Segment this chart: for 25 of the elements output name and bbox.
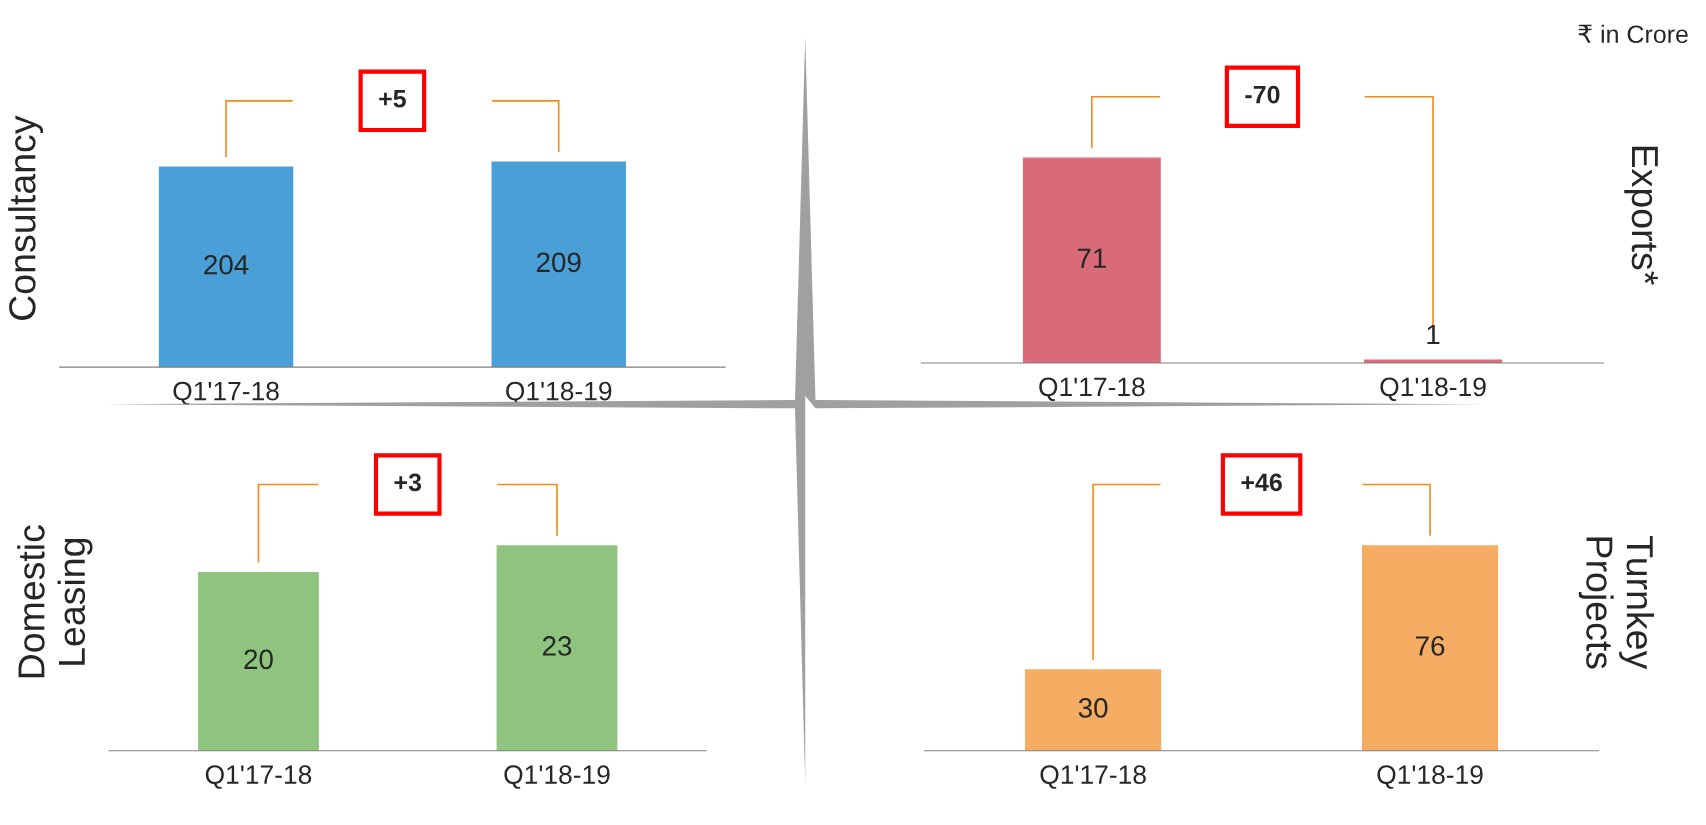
y-axis-title: Exports* [1624, 146, 1658, 285]
text: ₹ in Crore [1578, 24, 1688, 44]
data-label: 204 [204, 254, 249, 275]
x-tick-label: Q1'18-19 [504, 765, 610, 789]
x-tick-label: Q1'17-18 [205, 765, 312, 789]
text: +46 [1241, 473, 1282, 492]
data-label: 71 [1077, 248, 1106, 268]
data-label: 20 [244, 649, 273, 670]
y-axis-title: Consultancy [8, 115, 44, 320]
data-label: 23 [542, 636, 572, 656]
x-tick-label: Q1'18-19 [1380, 377, 1486, 401]
data-label: 30 [1078, 698, 1108, 718]
data-label: 76 [1416, 636, 1445, 656]
text: -70 [1245, 85, 1280, 104]
text: +3 [394, 473, 422, 492]
text: +5 [379, 90, 406, 108]
data-label: 1 [1427, 325, 1440, 345]
x-tick-label: Q1'17-18 [1040, 765, 1146, 789]
x-tick-label: Q1'17-18 [173, 381, 279, 406]
data-label: 209 [536, 252, 581, 273]
y-axis-title: Turnkey Projects [1578, 536, 1655, 670]
x-tick-label: Q1'18-19 [1377, 765, 1483, 789]
y-axis-title: Domestic Leasing [17, 525, 93, 678]
x-tick-label: Q1'18-19 [506, 381, 612, 406]
x-tick-label: Q1'17-18 [1039, 377, 1145, 401]
